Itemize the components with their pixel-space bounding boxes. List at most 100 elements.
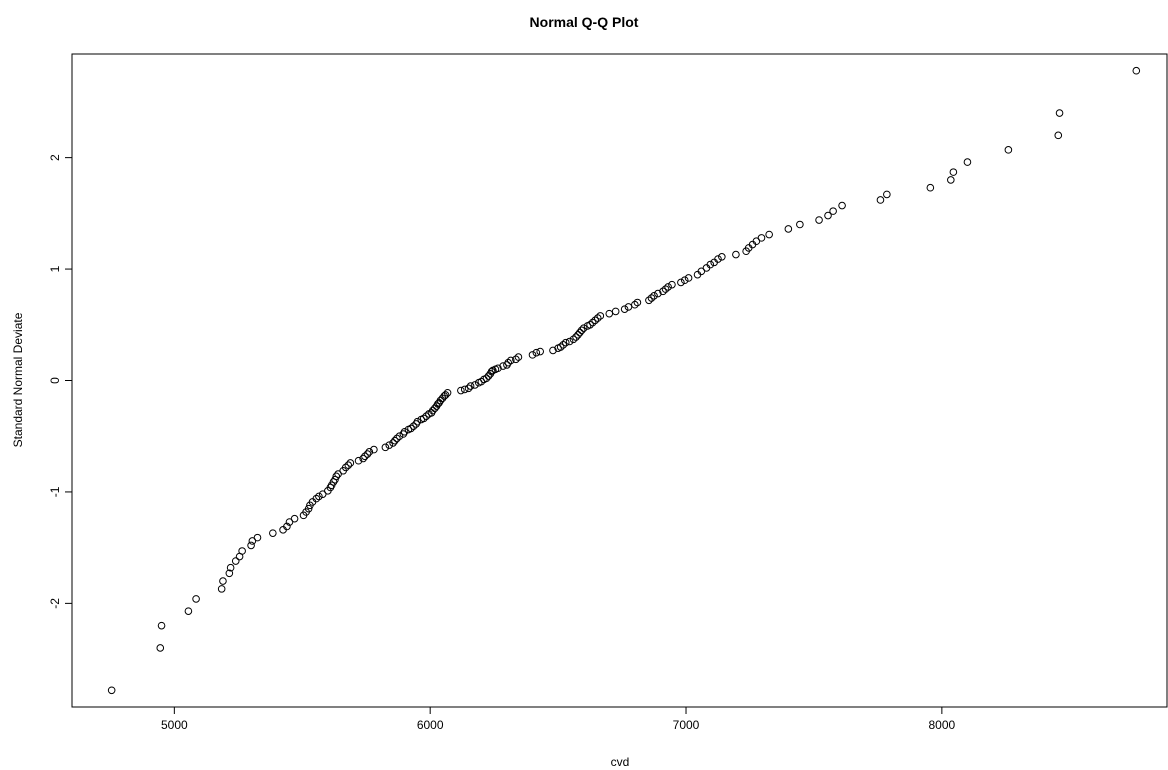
y-tick-label: -2 xyxy=(48,598,62,609)
data-point xyxy=(611,307,620,316)
plot-frame xyxy=(71,53,1168,708)
data-point xyxy=(572,333,580,341)
data-point xyxy=(219,577,227,585)
data-point xyxy=(512,355,520,364)
data-point xyxy=(668,280,676,289)
data-point xyxy=(331,475,339,484)
data-point xyxy=(815,216,823,224)
data-point xyxy=(192,595,200,603)
data-point xyxy=(389,439,397,447)
data-point xyxy=(576,328,584,337)
data-point xyxy=(457,386,465,395)
y-tick-label: 0 xyxy=(48,377,62,384)
data-point xyxy=(565,337,574,346)
data-point xyxy=(624,303,633,311)
data-point xyxy=(332,472,341,481)
data-point xyxy=(514,353,523,361)
data-point xyxy=(312,494,321,503)
data-point xyxy=(344,461,353,469)
data-point xyxy=(549,346,557,355)
x-axis: 5000 6000 7000 8000 xyxy=(161,707,956,732)
data-point xyxy=(385,441,394,449)
data-point xyxy=(315,492,323,501)
data-point xyxy=(441,391,450,399)
data-point xyxy=(334,470,342,478)
x-axis-label: cvd xyxy=(611,755,630,769)
data-point xyxy=(677,278,685,287)
data-point xyxy=(428,406,437,415)
data-point xyxy=(361,452,369,461)
data-point xyxy=(1004,146,1013,154)
data-point xyxy=(436,396,445,405)
data-point xyxy=(829,207,837,215)
data-point xyxy=(506,356,515,365)
y-tick-label: -1 xyxy=(48,486,62,497)
data-point xyxy=(393,434,401,443)
data-point xyxy=(620,305,629,313)
data-point xyxy=(285,518,294,526)
data-point xyxy=(645,296,653,305)
data-point xyxy=(947,176,955,184)
data-point xyxy=(556,343,565,351)
y-axis: -2 -1 0 1 2 xyxy=(48,154,72,609)
data-point xyxy=(633,298,642,307)
data-point xyxy=(365,448,374,456)
data-point xyxy=(1132,66,1141,75)
data-point xyxy=(1055,109,1064,117)
data-point xyxy=(471,381,479,389)
data-point xyxy=(765,230,773,239)
data-point xyxy=(466,382,475,390)
data-point xyxy=(359,454,367,463)
data-point xyxy=(487,367,496,376)
data-point xyxy=(561,338,570,347)
data-point xyxy=(238,547,246,555)
data-point xyxy=(532,348,541,357)
data-point xyxy=(664,283,672,291)
data-point xyxy=(400,427,409,436)
data-point xyxy=(225,569,234,578)
data-point xyxy=(395,432,404,441)
data-point xyxy=(876,196,885,204)
data-point xyxy=(443,388,452,397)
data-point xyxy=(290,514,299,523)
data-point xyxy=(283,522,291,531)
data-point xyxy=(407,424,415,433)
data-point xyxy=(354,456,363,465)
data-point xyxy=(949,168,958,176)
data-point xyxy=(706,260,715,269)
data-point xyxy=(1054,131,1063,140)
data-point xyxy=(697,267,706,276)
data-point xyxy=(659,287,667,296)
y-axis-label: Standard Normal Deviate xyxy=(11,312,25,447)
data-point xyxy=(718,253,726,261)
data-point xyxy=(586,320,594,329)
data-point xyxy=(824,211,832,220)
data-point xyxy=(422,412,431,420)
data-point xyxy=(381,443,390,452)
data-point xyxy=(631,300,639,309)
y-tick-label: 2 xyxy=(48,154,62,161)
data-point xyxy=(341,463,350,472)
data-point xyxy=(714,255,722,263)
data-point xyxy=(680,276,689,285)
data-point xyxy=(464,384,473,393)
data-point xyxy=(577,326,586,335)
data-point xyxy=(460,385,469,394)
data-point xyxy=(253,533,262,542)
data-point xyxy=(732,250,740,259)
data-point xyxy=(248,537,257,545)
data-point xyxy=(184,607,193,615)
data-point xyxy=(391,436,399,445)
x-tick-label: 6000 xyxy=(417,718,444,732)
data-point xyxy=(605,309,614,318)
data-point xyxy=(528,351,537,359)
x-tick-label: 7000 xyxy=(673,718,700,732)
data-point xyxy=(591,316,599,325)
x-tick-label: 5000 xyxy=(161,718,188,732)
data-point xyxy=(838,201,846,210)
data-point xyxy=(269,529,277,537)
data-point xyxy=(504,358,513,367)
data-point xyxy=(684,274,693,282)
data-point xyxy=(156,644,165,652)
